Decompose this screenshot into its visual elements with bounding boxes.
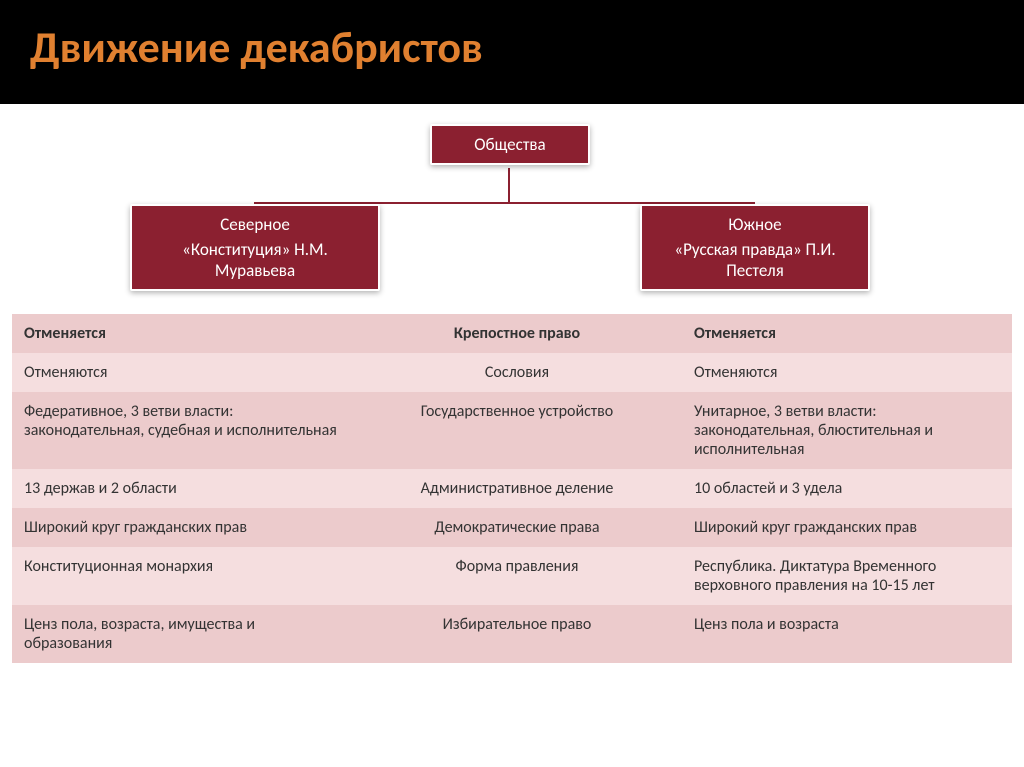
node-label: Южное bbox=[658, 214, 852, 235]
table-cell: 10 областей и 3 удела bbox=[682, 469, 1012, 508]
table-cell: Государственное устройство bbox=[352, 392, 682, 469]
node-label: Общества bbox=[474, 134, 545, 155]
node-sublabel: «Русская правда» П.И. Пестеля bbox=[658, 239, 852, 281]
table-cell: Демократические права bbox=[352, 508, 682, 547]
node-root: Общества bbox=[430, 124, 590, 165]
node-right: Южное «Русская правда» П.И. Пестеля bbox=[640, 204, 870, 291]
comparison-table: ОтменяетсяКрепостное правоОтменяетсяОтме… bbox=[12, 314, 1012, 663]
node-sublabel: «Конституция» Н.М. Муравьева bbox=[148, 239, 362, 281]
table-cell: Отменяется bbox=[682, 314, 1012, 353]
table-cell: Крепостное право bbox=[352, 314, 682, 353]
node-left: Северное «Конституция» Н.М. Муравьева bbox=[130, 204, 380, 291]
table-cell: Ценз пола, возраста, имущества и образов… bbox=[12, 605, 352, 663]
table-row: 13 держав и 2 областиАдминистративное де… bbox=[12, 469, 1012, 508]
table-cell: 13 держав и 2 области bbox=[12, 469, 352, 508]
page-title: Движение декабристов bbox=[30, 20, 994, 74]
table-cell: Отменяются bbox=[12, 353, 352, 392]
table-cell: Отменяются bbox=[682, 353, 1012, 392]
table-row: Федеративное, 3 ветви власти: законодате… bbox=[12, 392, 1012, 469]
table-cell: Административное деление bbox=[352, 469, 682, 508]
table-cell: Республика. Диктатура Временного верховн… bbox=[682, 547, 1012, 605]
table-cell: Избирательное право bbox=[352, 605, 682, 663]
table-cell: Сословия bbox=[352, 353, 682, 392]
table-row: Ценз пола, возраста, имущества и образов… bbox=[12, 605, 1012, 663]
table-cell: Конституционная монархия bbox=[12, 547, 352, 605]
table-row: Широкий круг гражданских правДемократиче… bbox=[12, 508, 1012, 547]
node-label: Северное bbox=[148, 214, 362, 235]
table-row: ОтменяетсяКрепостное правоОтменяется bbox=[12, 314, 1012, 353]
table-cell: Отменяется bbox=[12, 314, 352, 353]
content-area: Общества Северное «Конституция» Н.М. Мур… bbox=[0, 114, 1024, 663]
table-cell: Ценз пола и возраста bbox=[682, 605, 1012, 663]
table-row: Конституционная монархияФорма правленияР… bbox=[12, 547, 1012, 605]
table-cell: Широкий круг гражданских прав bbox=[12, 508, 352, 547]
table-cell: Унитарное, 3 ветви власти: законодательн… bbox=[682, 392, 1012, 469]
table-row: ОтменяютсяСословияОтменяются bbox=[12, 353, 1012, 392]
table-cell: Форма правления bbox=[352, 547, 682, 605]
orgchart: Общества Северное «Конституция» Н.М. Мур… bbox=[0, 114, 1024, 314]
table-cell: Широкий круг гражданских прав bbox=[682, 508, 1012, 547]
title-bar: Движение декабристов bbox=[0, 0, 1024, 104]
table-cell: Федеративное, 3 ветви власти: законодате… bbox=[12, 392, 352, 469]
connector bbox=[508, 168, 510, 204]
